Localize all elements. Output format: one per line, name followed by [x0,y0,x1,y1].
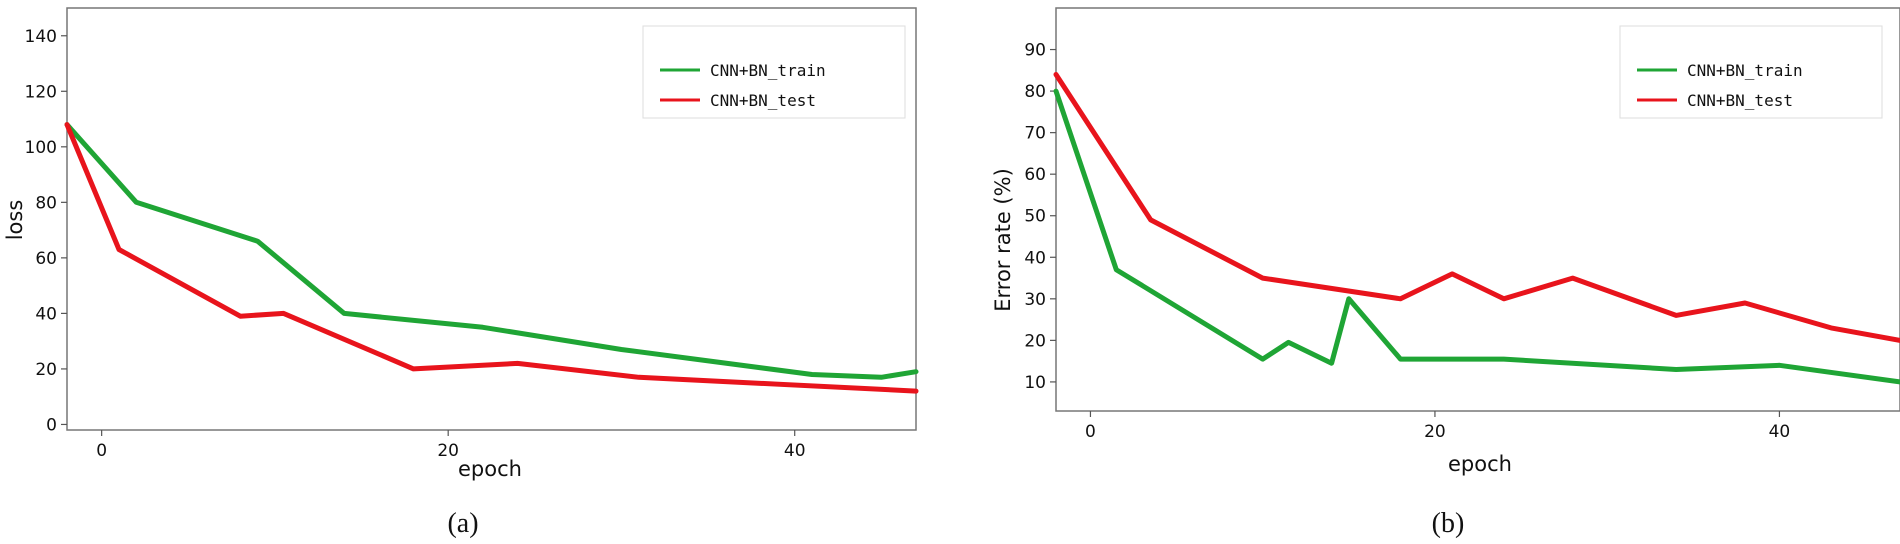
y-tick-label: 60 [1024,165,1046,185]
y-axis-title: loss [3,200,27,241]
y-tick-label: 20 [35,360,57,380]
x-axis-title: epoch [458,457,522,481]
legend: CNN+BN_train CNN+BN_test [642,25,906,119]
y-tick-label: 120 [25,82,57,102]
series-line-test [1053,72,1900,343]
legend-box [1619,25,1883,119]
legend: CNN+BN_train CNN+BN_test [1619,25,1883,119]
panel-caption: (a) [447,508,478,539]
y-tick-label: 10 [1024,373,1046,393]
y-tick-label: 80 [35,193,57,213]
x-tick-label: 40 [1769,422,1791,442]
y-tick-label: 50 [1024,207,1046,227]
y-tick-label: 40 [1024,248,1046,268]
legend-label-test: CNN+BN_test [710,91,816,110]
panel-caption: (b) [1432,508,1465,539]
x-axis-ticks: 0 20 40 [1085,411,1790,442]
error-rate-chart-panel: 10 20 30 40 50 60 70 80 90 0 20 40 epoch Error rat… [991,7,1900,539]
y-tick-label: 0 [46,415,57,435]
series-layer [64,122,919,394]
legend-label-test: CNN+BN_test [1687,91,1793,110]
x-axis-title: epoch [1448,452,1512,476]
series-line-train [64,122,919,380]
x-tick-label: 20 [1424,422,1446,442]
loss-chart-panel: 0 20 40 60 80 100 120 140 0 20 40 epoch loss CNN+… [3,7,919,539]
y-tick-label: 40 [35,304,57,324]
x-tick-label: 20 [437,441,459,461]
series-line-test [64,122,919,394]
y-tick-label: 30 [1024,290,1046,310]
y-tick-label: 70 [1024,124,1046,144]
legend-label-train: CNN+BN_train [710,61,826,80]
y-tick-label: 100 [25,138,57,158]
series-line-train [1053,88,1900,385]
x-tick-label: 0 [96,441,107,461]
x-tick-label: 0 [1085,422,1096,442]
y-tick-label: 20 [1024,331,1046,351]
y-tick-label: 90 [1024,41,1046,61]
x-axis-ticks: 0 20 40 [96,430,806,461]
y-tick-label: 140 [25,27,57,47]
y-axis-ticks: 0 20 40 60 80 100 120 140 [25,27,67,435]
x-tick-label: 40 [784,441,806,461]
y-tick-label: 60 [35,249,57,269]
legend-label-train: CNN+BN_train [1687,61,1803,80]
series-layer [1053,72,1900,385]
y-axis-ticks: 10 20 30 40 50 60 70 80 90 [1024,41,1056,393]
y-tick-label: 80 [1024,82,1046,102]
y-axis-title: Error rate (%) [991,168,1015,312]
legend-box [642,25,906,119]
